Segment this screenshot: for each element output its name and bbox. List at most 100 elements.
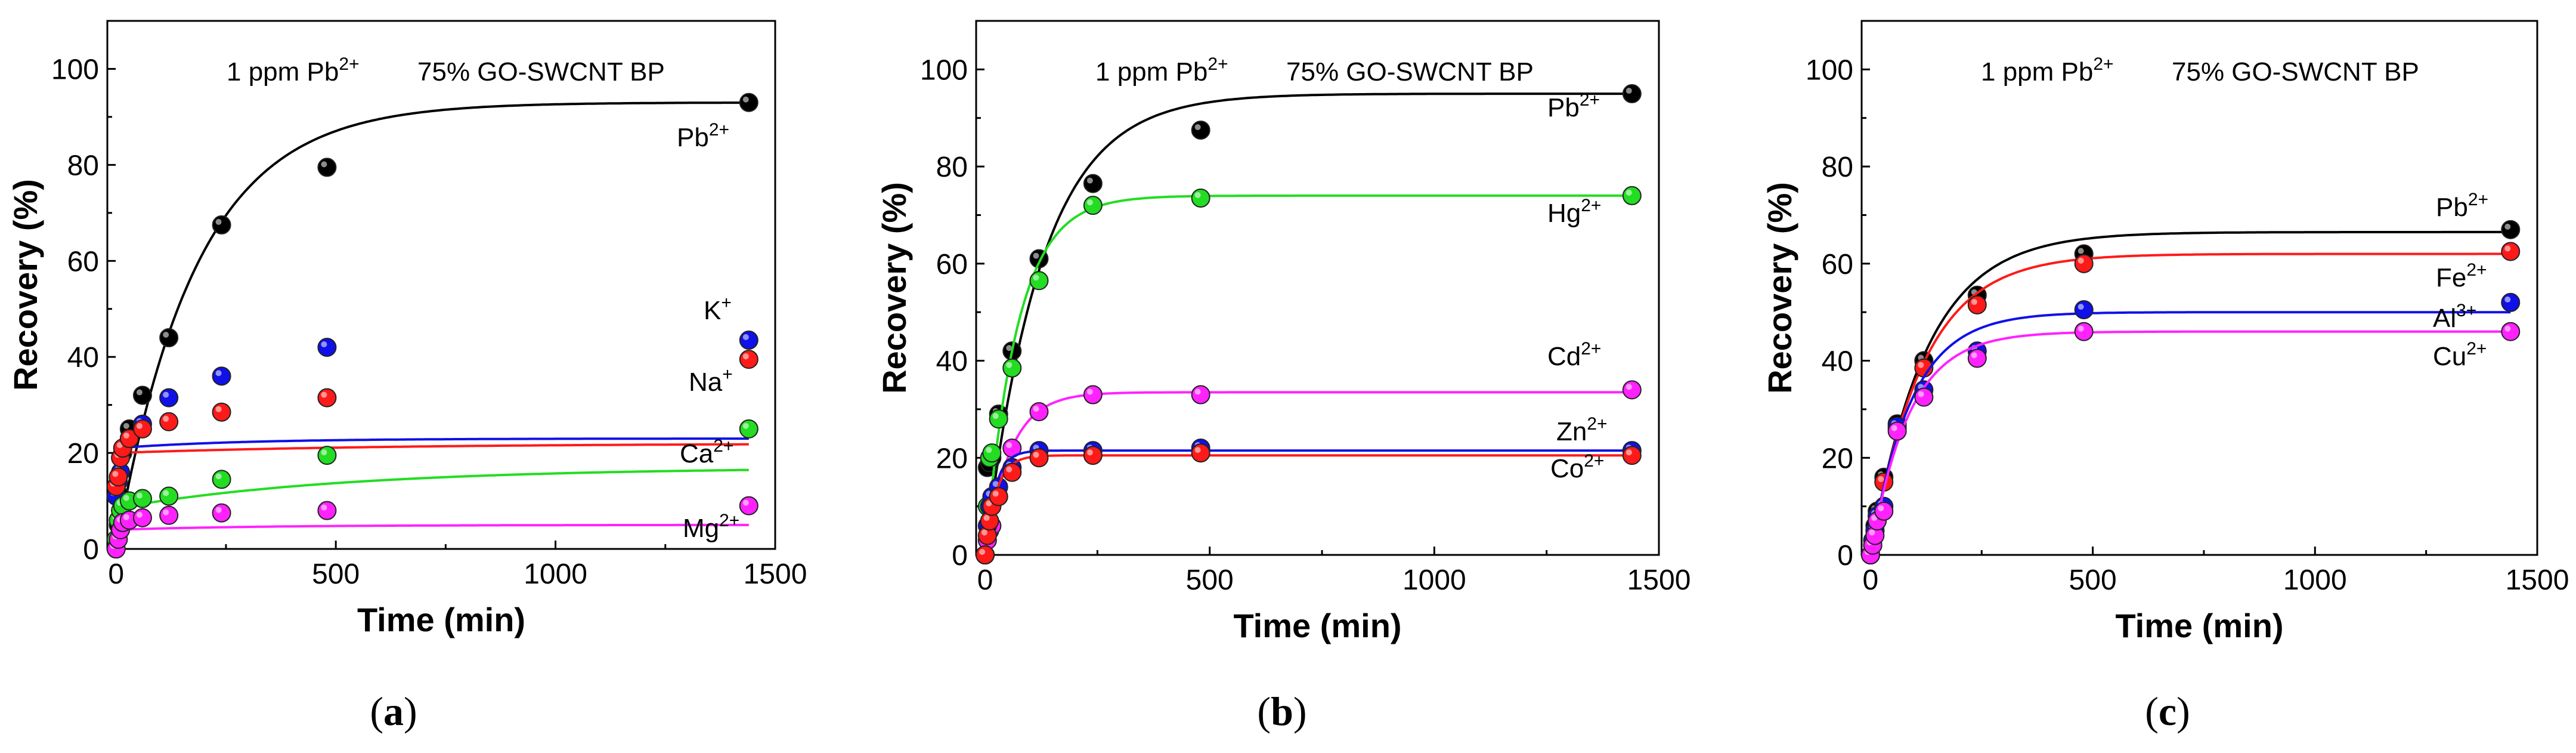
annotation-concentration: 1 ppm Pb2+ — [1981, 54, 2114, 87]
y-tick-label: 40 — [1822, 346, 1853, 378]
series-label-na: Na+ — [689, 365, 733, 397]
chart-panel-b: 0 500 1000 1500 0 20 40 60 80 100 Time (min) Recove… — [875, 20, 1691, 734]
y-tick-label: 40 — [936, 346, 968, 378]
data-point — [2074, 254, 2094, 273]
y-tick-label: 60 — [1822, 249, 1853, 280]
data-point-highlight — [321, 161, 327, 168]
y-tick-label: 20 — [1822, 443, 1853, 474]
data-point — [739, 331, 758, 350]
data-point — [132, 508, 152, 527]
data-point-highlight — [2504, 296, 2511, 303]
data-point-highlight — [163, 332, 169, 338]
series-label-k: K+ — [704, 293, 732, 325]
y-tick-label: 0 — [1837, 540, 1853, 572]
fit-curve-al — [1869, 311, 2511, 556]
y-tick-label: 80 — [67, 150, 99, 181]
data-point-highlight — [321, 449, 327, 456]
data-point — [1002, 462, 1022, 482]
data-point — [212, 402, 231, 422]
y-tick-label: 100 — [1806, 54, 1853, 86]
series-label-al: Al3+ — [2433, 301, 2476, 333]
x-tick-label: 1000 — [1402, 564, 1466, 596]
data-point — [159, 505, 179, 525]
series-pb: Pb2+ — [1860, 190, 2521, 564]
data-point — [1029, 448, 1049, 468]
data-point-highlight — [986, 447, 992, 453]
data-point — [1083, 446, 1103, 465]
data-point-highlight — [215, 406, 222, 412]
data-point — [109, 467, 128, 487]
fit-curve-cd — [984, 391, 1632, 556]
y-tick-label: 100 — [920, 54, 968, 86]
data-point-highlight — [2077, 248, 2084, 254]
series-label-fe: Fe2+ — [2436, 260, 2487, 292]
data-point-highlight — [163, 391, 169, 398]
data-point — [1622, 380, 1642, 400]
plot-frame — [1860, 20, 2538, 556]
data-point-highlight — [215, 370, 222, 376]
y-tick-label: 20 — [936, 443, 968, 474]
chart-panel-c: 0 500 1000 1500 0 20 40 60 80 100 Time (min) Recove… — [1761, 20, 2569, 734]
x-tick-label: 1500 — [744, 558, 807, 590]
data-point-highlight — [136, 492, 143, 499]
data-point-highlight — [2077, 257, 2084, 264]
x-tick-label: 1000 — [2283, 564, 2347, 596]
data-point-highlight — [1878, 505, 1884, 511]
annotation-concentration: 1 ppm Pb2+ — [1095, 54, 1228, 87]
data-point-highlight — [1033, 452, 1039, 458]
data-point-highlight — [1033, 274, 1039, 281]
data-point-highlight — [1194, 192, 1201, 198]
x-axis-title: Time (min) — [1233, 607, 1401, 644]
x-tick-label: 500 — [1186, 564, 1234, 596]
data-point — [1622, 186, 1642, 205]
data-point — [1887, 421, 1907, 441]
series-label-cd: Cd2+ — [1547, 339, 1601, 371]
data-point — [2501, 322, 2521, 341]
data-point-highlight — [163, 509, 169, 516]
data-point-highlight — [112, 471, 119, 477]
series-label-pb: Pb2+ — [677, 120, 729, 152]
series-fe: Fe2+ — [1860, 242, 2521, 564]
x-tick-label: 1500 — [2506, 564, 2569, 596]
data-point-highlight — [742, 353, 749, 360]
y-axis-title: Recovery (%) — [875, 182, 913, 394]
data-point-highlight — [136, 422, 143, 429]
data-point-highlight — [2077, 325, 2084, 332]
data-point-highlight — [1626, 384, 1632, 390]
data-point — [1191, 443, 1210, 463]
data-point-highlight — [2504, 223, 2511, 230]
data-point-highlight — [163, 415, 169, 422]
data-point — [1967, 348, 1987, 368]
series-label-pb: Pb2+ — [2436, 190, 2488, 222]
y-axis-title: Recovery (%) — [7, 179, 44, 391]
panel-label: (c) — [2145, 689, 2190, 734]
fit-curve-zn — [984, 449, 1632, 556]
series-zn: Zn2+ — [976, 414, 1642, 564]
series-hg: Hg2+ — [976, 186, 1642, 564]
data-point-highlight — [1194, 124, 1201, 131]
data-point-highlight — [1006, 362, 1013, 368]
fit-curve-ca — [116, 468, 749, 510]
data-point-highlight — [1918, 362, 1924, 368]
fit-curve-na — [116, 443, 749, 455]
x-tick-label: 500 — [312, 558, 360, 590]
series-label-pb: Pb2+ — [1547, 90, 1600, 122]
data-point-highlight — [1869, 529, 1875, 536]
annotation-material: 75% GO-SWCNT BP — [417, 57, 665, 87]
data-point-highlight — [2077, 304, 2084, 310]
data-point-highlight — [136, 511, 143, 518]
y-tick-label: 80 — [1822, 152, 1853, 183]
data-point — [1914, 387, 1934, 407]
series-al: Al3+ — [1860, 292, 2521, 564]
fit-curve-cu — [1869, 330, 2511, 556]
y-tick-label: 100 — [51, 54, 99, 85]
data-point — [982, 443, 1002, 463]
x-tick-label: 1500 — [1627, 564, 1691, 596]
x-tick-label: 1000 — [524, 558, 587, 590]
data-point — [2074, 300, 2094, 320]
data-point — [317, 501, 337, 520]
data-point-highlight — [1971, 298, 1977, 305]
data-point-highlight — [1086, 388, 1093, 395]
series-pb: Pb2+ — [976, 84, 1642, 564]
